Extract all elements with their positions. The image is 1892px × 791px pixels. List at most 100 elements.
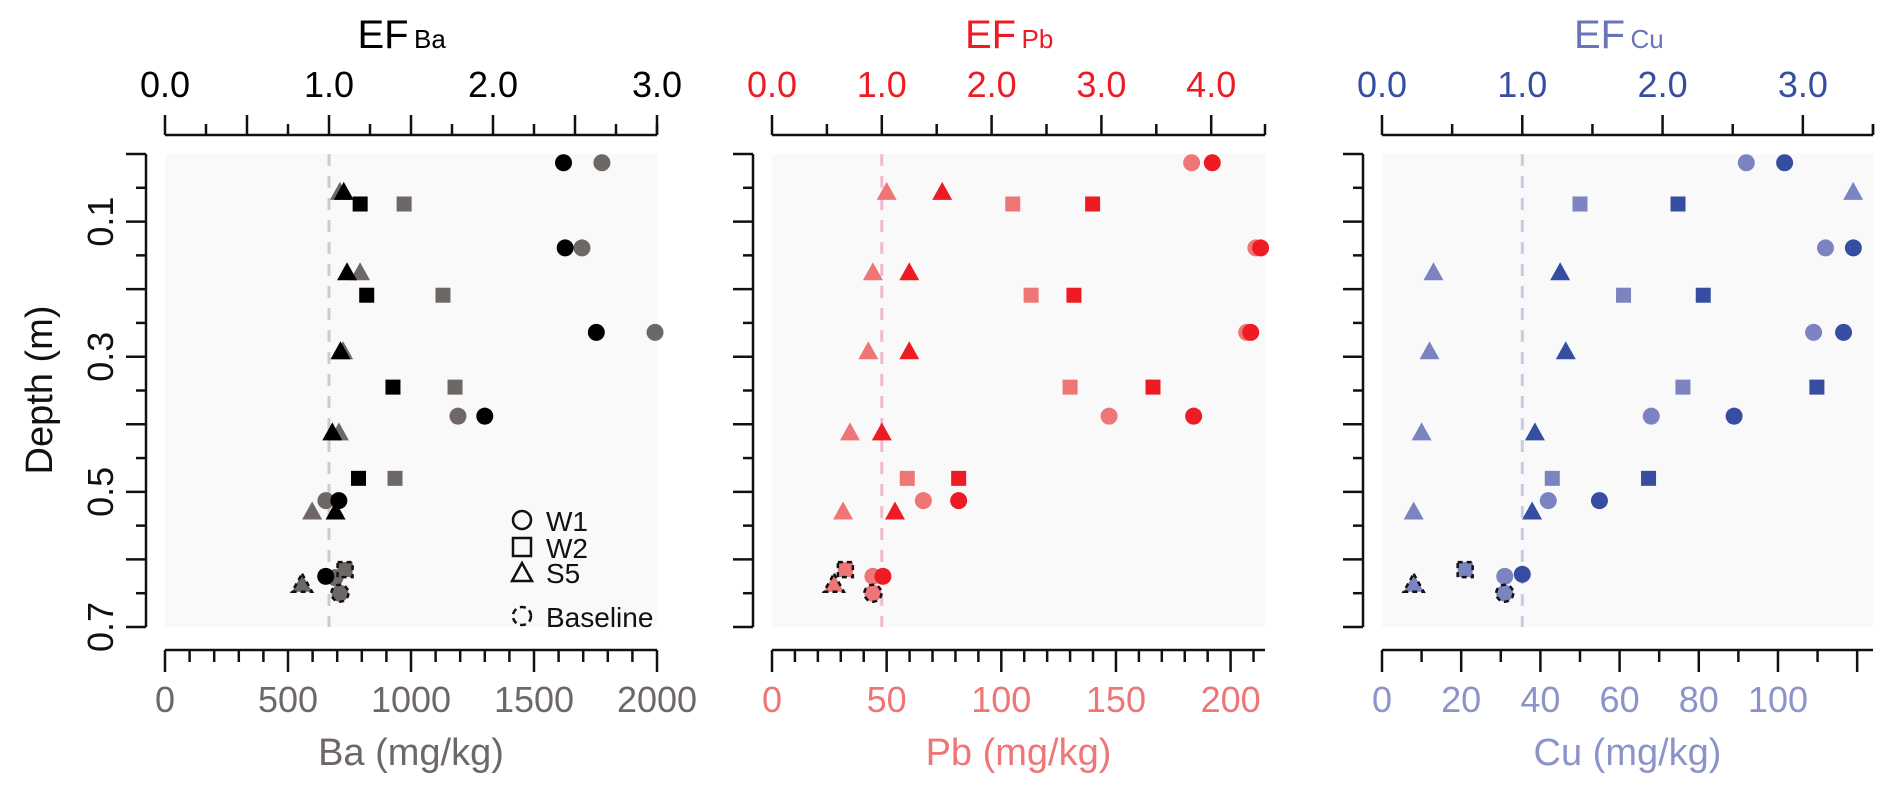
ef-point-w1 [950,492,968,510]
y-tick-label: 0.3 [80,332,121,382]
top-axis-title-subscript: Ba [414,24,446,54]
y-tick-label: 0.5 [80,467,121,517]
bottom-axis-title: Pb (mg/kg) [926,732,1112,774]
bottom-axis-title: Cu (mg/kg) [1534,732,1722,774]
y-axis-title: Depth (m) [19,306,61,475]
conc-point-s5 [858,341,879,360]
conc-point-w1 [1183,154,1201,172]
ef-point-s5 [1522,501,1543,520]
conc-point-w2 [1062,379,1078,395]
ef-point-w1 [874,567,892,585]
ef-point-s5 [1550,262,1571,281]
ef-point-w2 [1809,379,1825,395]
ef-point-w1 [1725,407,1743,425]
plot-area [772,154,1265,627]
conc-point-w1 [1737,154,1755,172]
ef-point-w2 [359,287,375,303]
ef-point-w1 [1513,565,1531,583]
conc-point-s5 [1423,262,1444,281]
top-tick-label: 1.0 [1497,64,1547,105]
top-axis-title: EF [357,13,408,57]
ef-point-w2 [951,470,967,486]
conc-point-w2 [1544,470,1560,486]
ef-point-w1 [1242,323,1260,341]
ef-point-w1 [1844,239,1862,257]
top-tick-label: 3.0 [632,64,682,105]
bottom-tick-label: 200 [1201,679,1261,720]
bottom-tick-label: 150 [1086,679,1146,720]
y-tick-label: 0.1 [80,197,121,247]
plot-area [1382,154,1873,627]
top-tick-label: 3.0 [1076,64,1126,105]
conc-point-w1 [1816,239,1834,257]
panel-cu: 0.0 1.0 2.0 3.0 EF Cu 0 20 40 60 80 100 Cu (mg/kg) [1343,13,1875,774]
top-axis-title: EF [1574,13,1625,57]
bottom-tick-label: 50 [867,679,907,720]
ef-point-s5 [932,181,953,200]
ef-point-w1 [317,567,335,585]
legend: W1 W2 S5 Baseline [509,506,653,633]
ef-point-w2 [352,196,368,212]
conc-point-w1 [593,154,611,172]
ef-point-s5 [899,262,920,281]
top-tick-label: 1.0 [304,64,354,105]
bottom-tick-label: 20 [1441,679,1481,720]
bottom-tick-label: 1000 [371,679,451,720]
ef-point-w1 [1776,154,1794,172]
ef-point-s5 [333,181,354,200]
conc-point-s5 [302,501,323,520]
bottom-tick-label: 60 [1600,679,1640,720]
top-tick-label: 0.0 [1357,64,1407,105]
top-axis-title-subscript: Pb [1022,24,1054,54]
conc-point-w1 [1642,407,1660,425]
conc-point-w1 [1100,407,1118,425]
conc-point-w2 [1572,196,1588,212]
bottom-axis-title: Ba (mg/kg) [318,732,504,774]
conc-point-w2 [447,379,463,395]
conc-point-w1 [1496,567,1514,585]
conc-point-w1 [573,239,591,257]
ef-point-w1 [476,407,494,425]
top-tick-label: 1.0 [857,64,907,105]
conc-point-s5 [350,262,371,281]
bottom-tick-label: 40 [1520,679,1560,720]
bottom-tick-label: 0 [762,679,782,720]
conc-point-w1 [646,323,664,341]
ef-point-w1 [1835,323,1853,341]
ef-point-w1 [555,154,573,172]
conc-point-w2 [387,470,403,486]
conc-point-s5 [1843,181,1864,200]
baseline-point-w1 [863,583,883,603]
legend-w1-circle-icon [511,509,533,531]
ef-point-w2 [1695,287,1711,303]
conc-point-w2 [1005,196,1021,212]
conc-point-w1 [1539,492,1557,510]
conc-point-w1 [1805,323,1823,341]
ef-point-w1 [587,323,605,341]
ef-point-w2 [1085,196,1101,212]
ef-point-s5 [330,341,351,360]
ef-point-s5 [1524,422,1545,441]
baseline-point-w1 [1495,583,1515,603]
top-tick-label: 4.0 [1186,64,1236,105]
bottom-tick-label: 100 [971,679,1031,720]
bottom-tick-label: 2000 [617,679,697,720]
bottom-tick-label: 80 [1679,679,1719,720]
legend-baseline-label: Baseline [546,602,653,633]
ef-point-s5 [884,501,905,520]
conc-point-w2 [1675,379,1691,395]
top-tick-label: 0.0 [747,64,797,105]
ef-point-w2 [1670,196,1686,212]
bottom-tick-label: 100 [1748,679,1808,720]
conc-point-s5 [1411,422,1432,441]
markers [289,154,664,603]
panel-ba: 0.1 0.3 0.5 0.7 0.0 1.0 2.0 3.0 EF Ba 0 500 1000 1500… [80,13,697,774]
y-tick-label: 0.7 [80,602,121,652]
top-tick-label: 3.0 [1778,64,1828,105]
baseline-point-w2 [336,560,354,579]
legend-w1-label: W1 [546,506,588,537]
plot-area [165,154,657,627]
conc-point-w2 [435,287,451,303]
conc-point-s5 [1403,501,1424,520]
